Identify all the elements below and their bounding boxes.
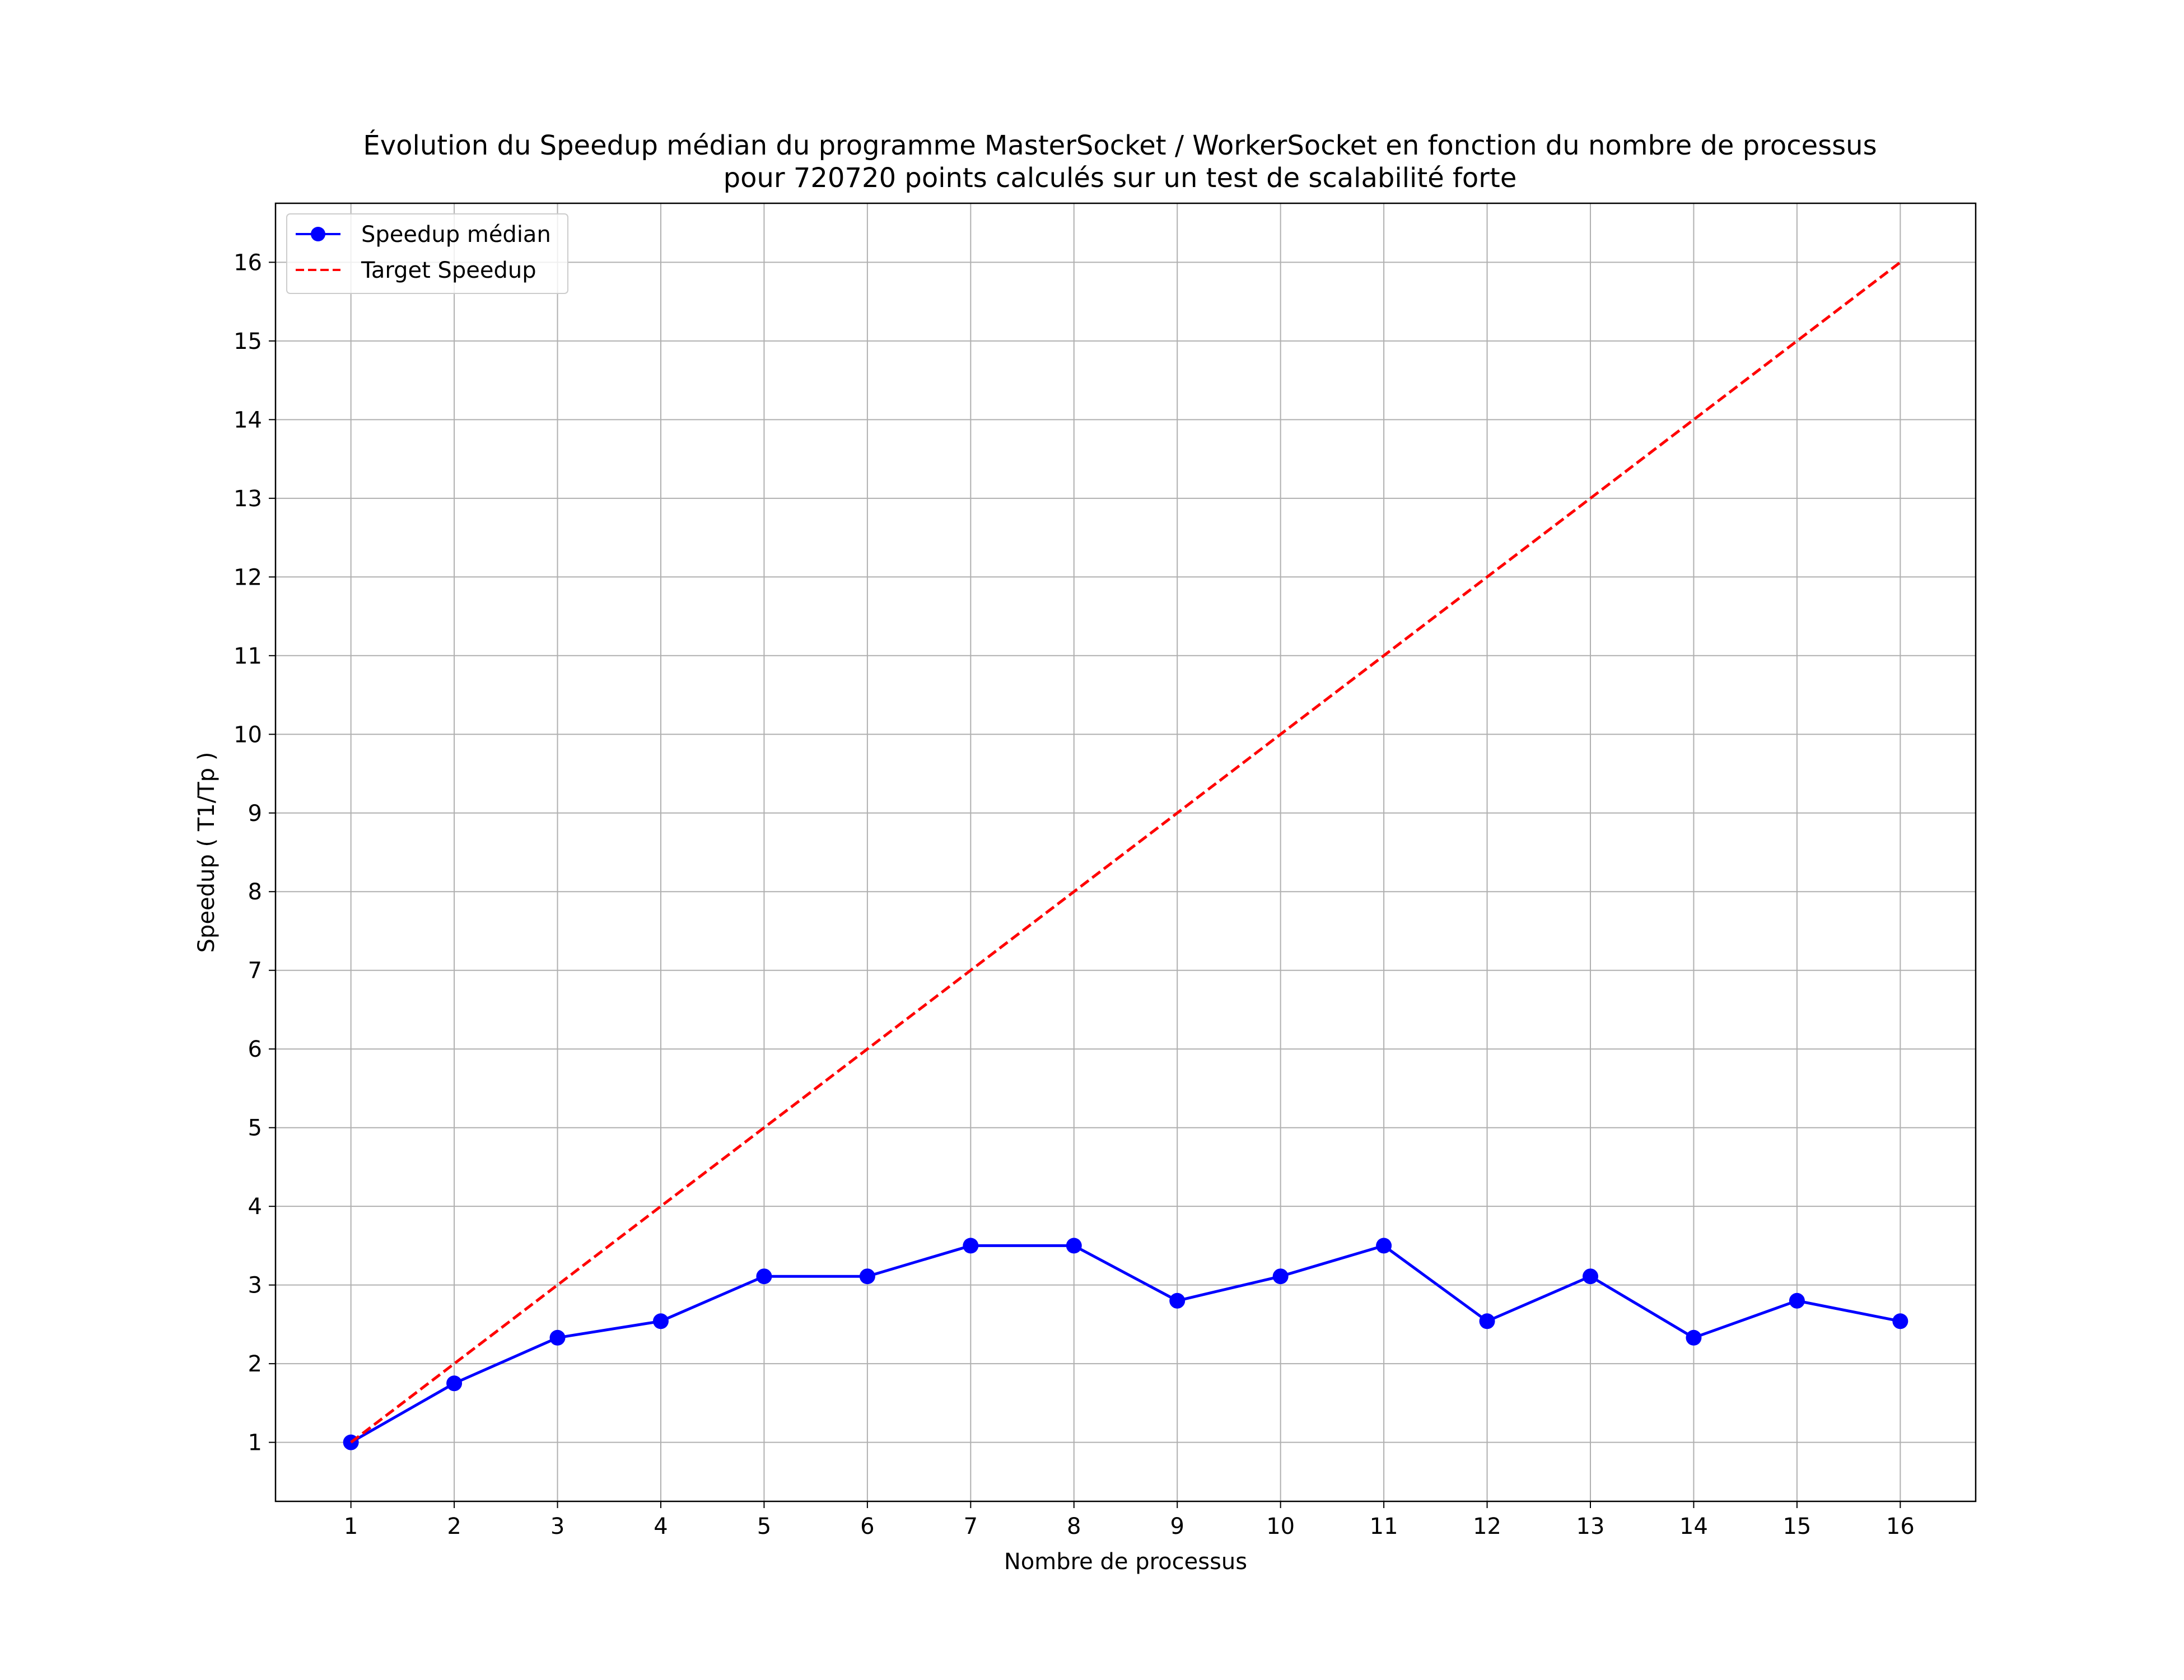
x-axis-label: Nombre de processus [1004, 1549, 1247, 1575]
data-point-speedup-m-dian [1583, 1268, 1599, 1285]
data-point-speedup-m-dian [1272, 1268, 1289, 1285]
x-tick-label: 6 [860, 1514, 874, 1539]
x-tick-label: 2 [447, 1514, 461, 1539]
data-point-speedup-m-dian [1066, 1238, 1082, 1254]
plot-frame [274, 202, 1977, 1502]
data-point-speedup-m-dian [963, 1238, 979, 1254]
x-tick-label: 14 [1679, 1514, 1708, 1539]
x-tick-label: 5 [757, 1514, 771, 1539]
y-tick-label: 9 [248, 801, 262, 827]
y-tick-label: 8 [248, 879, 262, 905]
data-point-speedup-m-dian [1479, 1313, 1495, 1329]
x-axis-ticks: 1 2 3 4 5 6 7 8 9 10 11 12 13 14 15 16 [344, 1501, 1915, 1539]
y-tick-label: 16 [234, 250, 262, 276]
x-tick-label: 15 [1782, 1514, 1811, 1539]
chart-title-line1: Évolution du Speedup médian du programme… [363, 129, 1877, 161]
legend-label-target-speedup: Target Speedup [361, 258, 536, 283]
data-point-speedup-m-dian [549, 1329, 566, 1346]
x-tick-label: 11 [1370, 1514, 1398, 1539]
data-point-speedup-m-dian [1789, 1292, 1805, 1309]
y-tick-label: 11 [234, 643, 262, 669]
data-point-speedup-m-dian [1892, 1313, 1908, 1329]
y-tick-label: 4 [248, 1194, 262, 1220]
y-tick-label: 1 [248, 1430, 262, 1456]
grid [276, 203, 1976, 1501]
y-tick-label: 15 [234, 329, 262, 354]
series [343, 261, 1908, 1450]
y-tick-label: 6 [248, 1037, 262, 1062]
y-tick-label: 5 [248, 1116, 262, 1141]
y-tick-label: 14 [234, 407, 262, 433]
data-point-speedup-m-dian [1169, 1292, 1186, 1309]
x-tick-label: 7 [964, 1514, 978, 1539]
chart-title-line2: pour 720720 points calculés sur un test … [724, 162, 1517, 194]
legend-box [286, 213, 568, 294]
data-point-speedup-m-dian [756, 1268, 772, 1285]
x-tick-label: 1 [344, 1514, 358, 1539]
data-point-speedup-m-dian [1686, 1329, 1702, 1346]
x-tick-label: 12 [1473, 1514, 1501, 1539]
legend-marker-speedup-median [311, 227, 325, 241]
y-tick-label: 3 [248, 1273, 262, 1299]
legend: Speedup médian Target Speedup [286, 213, 568, 294]
y-axis-label: Speedup ( T1/Tp ) [194, 752, 220, 953]
y-tick-label: 10 [234, 722, 262, 748]
data-point-speedup-m-dian [446, 1375, 463, 1392]
x-tick-label: 8 [1067, 1514, 1081, 1539]
y-tick-label: 12 [234, 564, 262, 590]
data-point-speedup-m-dian [1376, 1238, 1392, 1254]
series-line-speedup-m-dian [350, 1244, 1901, 1444]
y-tick-label: 7 [248, 958, 262, 984]
x-tick-label: 3 [550, 1514, 564, 1539]
y-tick-label: 2 [248, 1351, 262, 1377]
series-line-target-speedup [350, 261, 1901, 1444]
x-tick-label: 4 [654, 1514, 668, 1539]
x-tick-label: 9 [1170, 1514, 1184, 1539]
legend-label-speedup-median: Speedup médian [361, 222, 551, 248]
data-point-speedup-m-dian [859, 1268, 875, 1285]
y-tick-label: 13 [234, 486, 262, 512]
x-tick-label: 10 [1266, 1514, 1295, 1539]
data-point-speedup-m-dian [652, 1313, 669, 1329]
x-tick-label: 16 [1886, 1514, 1915, 1539]
x-tick-label: 13 [1576, 1514, 1605, 1539]
